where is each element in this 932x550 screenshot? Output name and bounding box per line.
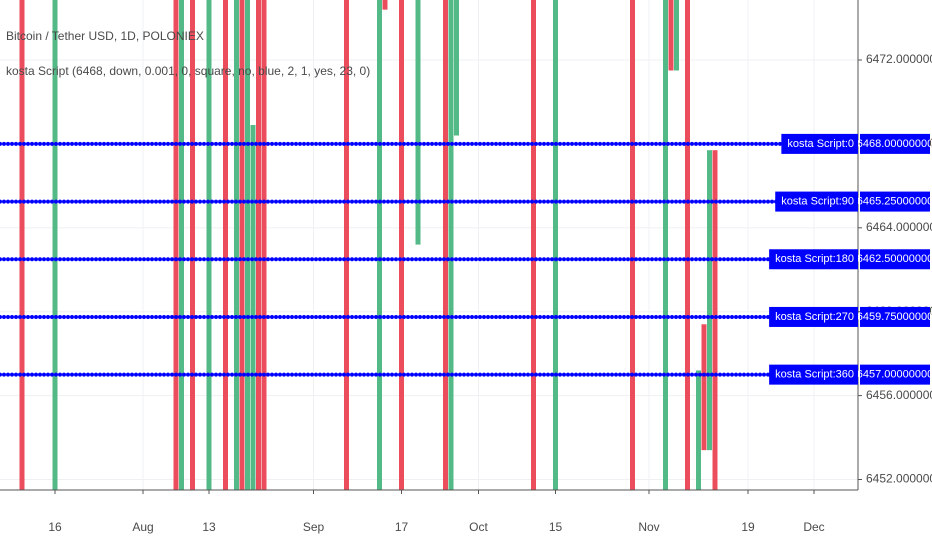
y-tick-label: 6452.00000000 <box>866 472 932 486</box>
level-name-box <box>769 364 858 385</box>
candle-body <box>685 0 690 490</box>
x-tick-label: 19 <box>741 520 755 534</box>
level-value-label: 6462.50000000 <box>857 253 932 265</box>
level-value-box <box>860 191 930 212</box>
candle-body <box>261 0 267 490</box>
candle-body <box>399 0 404 490</box>
level-value-box <box>860 306 930 327</box>
level-value-box <box>860 364 930 385</box>
level-name-label: kosta Script:360 <box>775 369 854 381</box>
candle-body <box>173 0 179 490</box>
level-name-box <box>781 133 858 154</box>
candle-body <box>674 0 679 71</box>
x-tick-label: 16 <box>48 520 62 534</box>
level-name-box <box>769 306 858 327</box>
candle-body <box>415 0 421 245</box>
candle-body <box>701 324 707 451</box>
candle-body <box>344 0 349 490</box>
x-tick-label: Nov <box>638 520 659 534</box>
y-tick-label: 6464.00000000 <box>866 220 932 234</box>
chart-title: Bitcoin / Tether USD, 1D, POLONIEX <box>6 29 204 43</box>
candle-body <box>531 0 536 490</box>
x-tick-label: Dec <box>803 520 824 534</box>
level-name-label: kosta Script:180 <box>775 253 854 265</box>
x-tick-label: 17 <box>395 520 409 534</box>
level-value-label: 6465.25000000 <box>857 195 932 207</box>
level-value-box <box>860 133 930 154</box>
candle-body <box>250 125 256 490</box>
candle-body <box>52 0 58 490</box>
indicator-legend: kosta Script (6468, down, 0.001, 0, squa… <box>6 64 370 78</box>
x-tick-label: Aug <box>132 520 153 534</box>
candle-body <box>234 0 239 490</box>
candle-body <box>245 0 250 490</box>
candle-body <box>256 0 261 490</box>
candle-body <box>454 0 459 136</box>
level-value-label: 6468.00000000 <box>857 138 932 150</box>
candle-body <box>19 0 25 490</box>
level-name-box <box>769 249 858 270</box>
candle-body <box>223 0 228 490</box>
candle-body <box>668 0 674 71</box>
candle-body <box>206 0 212 490</box>
candle-body <box>553 0 558 490</box>
candle-body <box>382 0 388 10</box>
level-name-label: kosta Script:90 <box>781 195 854 207</box>
y-tick-label: 6456.00000000 <box>866 388 932 402</box>
x-tick-label: 13 <box>202 520 216 534</box>
level-name-label: kosta Script:270 <box>775 311 854 323</box>
level-value-label: 6457.00000000 <box>857 369 932 381</box>
candle-body <box>707 150 712 451</box>
candle-body <box>377 0 382 490</box>
candle-body <box>663 0 668 490</box>
level-name-box <box>775 191 858 212</box>
candle-body <box>443 0 448 490</box>
candle-body <box>712 150 718 490</box>
candle-body <box>190 0 195 490</box>
y-tick-label: 6472.00000000 <box>866 52 932 66</box>
candle-body <box>448 0 454 490</box>
level-name-label: kosta Script:0 <box>787 138 854 150</box>
level-value-box <box>860 249 930 270</box>
candle-body <box>696 370 701 490</box>
candle-body <box>239 0 245 490</box>
x-tick-label: Oct <box>469 520 488 534</box>
x-tick-label: Sep <box>303 520 325 534</box>
candle-body <box>179 0 184 490</box>
level-value-label: 6459.75000000 <box>857 311 932 323</box>
x-tick-label: 15 <box>549 520 563 534</box>
candle-body <box>630 0 635 490</box>
